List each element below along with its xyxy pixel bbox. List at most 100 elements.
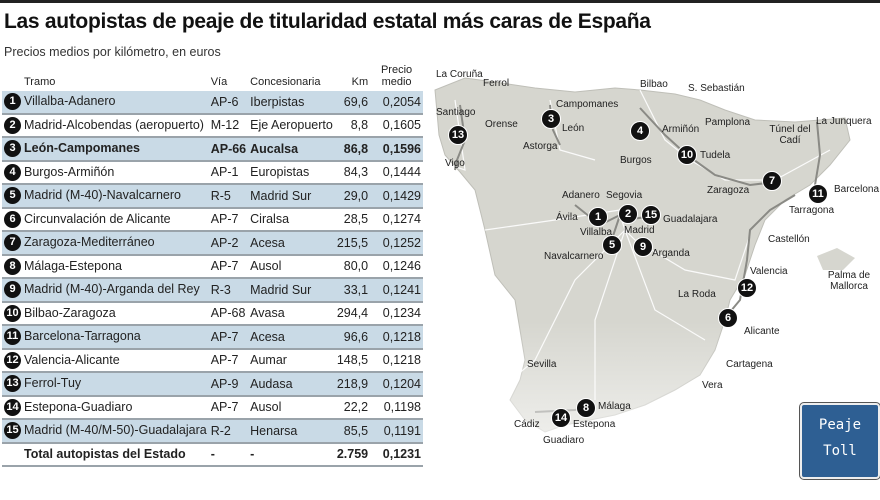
table-row: 10 Bilbao-Zaragoza AP-68 Avasa 294,4 0,12… — [2, 301, 423, 326]
cell-km: 294,4 — [334, 301, 371, 326]
tramo-name: Bilbao-Zaragoza — [24, 305, 116, 320]
cell-concesionaria: Audasa — [248, 372, 335, 397]
tramo-name: Madrid (M-40)-Arganda del Rey — [24, 282, 200, 297]
map-label: Orense — [485, 119, 518, 130]
map-label: Alicante — [744, 326, 780, 337]
rank-badge: 11 — [4, 328, 21, 346]
map-label: Tarragona — [789, 205, 835, 216]
cell-km: 86,8 — [334, 137, 371, 162]
rank-badge: 6 — [4, 210, 21, 228]
table-row: 7 Zaragoza-Mediterráneo AP-2 Acesa 215,5 … — [2, 231, 423, 256]
cell-via: R-5 — [208, 184, 249, 209]
map-label: Villalba — [580, 227, 613, 238]
map-label: Guadiaro — [543, 435, 585, 446]
header-via: Vía — [210, 76, 228, 88]
cell-tramo: 3 León-Campomanes — [2, 137, 209, 162]
map-label: Sevilla — [527, 359, 557, 370]
cell-via: AP-9 — [208, 372, 249, 397]
map-marker: 2 — [618, 204, 638, 224]
map-label: Armiñón — [662, 124, 700, 135]
map-label: Zaragoza — [707, 185, 750, 196]
cell-precio: 0,1198 — [370, 395, 423, 420]
total-label: Total autopistas del Estado — [2, 442, 209, 467]
total-conc: - — [248, 442, 335, 467]
tramo-name: Valencia-Alicante — [24, 352, 120, 367]
table-row: 1 Villalba-Adanero AP-6 Iberpistas 69,6 0… — [2, 91, 423, 115]
map-label: Túnel del Cadí — [769, 124, 811, 146]
map-marker: 9 — [633, 237, 653, 257]
map-marker: 3 — [541, 109, 561, 129]
sign-line-1: Peaje — [818, 417, 862, 433]
total-km: 2.759 — [334, 442, 371, 467]
cell-concesionaria: Europistas — [248, 160, 335, 185]
cell-via: AP-7 — [208, 254, 249, 279]
tramo-name: Villalba-Adanero — [24, 94, 116, 109]
cell-tramo: 7 Zaragoza-Mediterráneo — [2, 231, 209, 256]
map-marker: 12 — [737, 278, 757, 298]
cell-km: 80,0 — [334, 254, 371, 279]
rank-badge: 3 — [4, 140, 21, 158]
map-label: La Coruña — [436, 69, 483, 80]
header-concesionaria: Concesionaria — [250, 76, 321, 88]
cell-km: 33,1 — [334, 278, 371, 303]
cell-tramo: 9 Madrid (M-40)-Arganda del Rey — [2, 278, 209, 303]
map-label: Vigo — [445, 158, 465, 169]
map-marker: 4 — [630, 121, 650, 141]
map-label: Burgos — [620, 155, 652, 166]
cell-tramo: 2 Madrid-Alcobendas (aeropuerto) — [2, 113, 209, 138]
cell-km: 218,9 — [334, 372, 371, 397]
cell-concesionaria: Iberpistas — [248, 91, 335, 115]
cell-km: 29,0 — [334, 184, 371, 209]
cell-via: AP-2 — [208, 231, 249, 256]
total-precio: 0,1231 — [370, 442, 423, 467]
map-label: Navalcarnero — [544, 251, 604, 262]
total-row: Total autopistas del Estado - -2.759 0,1231 — [2, 442, 423, 467]
map-label: Segovia — [606, 190, 643, 201]
tramo-name: Ferrol-Tuy — [24, 376, 82, 391]
map-marker: 13 — [448, 125, 468, 145]
map-label: La Roda — [678, 289, 716, 300]
map-label: Cartagena — [726, 359, 773, 370]
cell-tramo: 6 Circunvalación de Alicante — [2, 207, 209, 232]
map-label: Ávila — [556, 212, 578, 223]
map-marker: 14 — [551, 408, 571, 428]
cell-concesionaria: Acesa — [248, 231, 335, 256]
map-label: Campomanes — [556, 99, 619, 110]
cell-km: 69,6 — [334, 91, 371, 115]
map-marker: 6 — [718, 308, 738, 328]
cell-km: 148,5 — [334, 348, 371, 373]
peaje-toll-sign: Peaje Toll — [800, 403, 880, 479]
cell-via: AP-68 — [208, 301, 249, 326]
cell-precio: 0,1429 — [370, 184, 423, 209]
cell-concesionaria: Madrid Sur — [248, 184, 335, 209]
table-row: 2 Madrid-Alcobendas (aeropuerto) M-12 Eje… — [2, 113, 423, 138]
rank-badge: 4 — [4, 163, 21, 181]
map-label: Santiago — [436, 107, 476, 118]
cell-km: 84,3 — [334, 160, 371, 185]
toll-table: Tramo Vía Concesionaria Km Precio medio … — [2, 64, 423, 467]
map-label: Valencia — [750, 266, 788, 277]
table-row: 11 Barcelona-Tarragona AP-7 Acesa 96,6 0,… — [2, 325, 423, 350]
cell-tramo: 5 Madrid (M-40)-Navalcarnero — [2, 184, 209, 209]
cell-via: M-12 — [208, 113, 249, 138]
cell-tramo: 4 Burgos-Armiñón — [2, 160, 209, 185]
cell-concesionaria: Aucalsa — [248, 137, 335, 162]
cell-tramo: 13 Ferrol-Tuy — [2, 372, 209, 397]
map-label: Adanero — [562, 190, 600, 201]
rank-badge: 8 — [4, 257, 21, 275]
cell-km: 8,8 — [334, 113, 371, 138]
cell-via: AP-1 — [208, 160, 249, 185]
table-row: 6 Circunvalación de Alicante AP-7 Ciralsa… — [2, 207, 423, 232]
cell-precio: 0,1246 — [370, 254, 423, 279]
cell-concesionaria: Avasa — [248, 301, 335, 326]
tramo-name: Madrid (M-40/M-50)-Guadalajara — [24, 423, 207, 438]
subtitle: Precios medios por kilómetro, en euros — [4, 45, 221, 59]
table-row: 9 Madrid (M-40)-Arganda del Rey R-3 Madri… — [2, 278, 423, 303]
tramo-name: Madrid (M-40)-Navalcarnero — [24, 188, 181, 203]
cell-precio: 0,1204 — [370, 372, 423, 397]
cell-concesionaria: Ciralsa — [248, 207, 335, 232]
cell-precio: 0,1605 — [370, 113, 423, 138]
cell-concesionaria: Henarsa — [248, 419, 335, 444]
cell-via: AP-7 — [208, 395, 249, 420]
map-label: Barcelona — [834, 184, 880, 195]
